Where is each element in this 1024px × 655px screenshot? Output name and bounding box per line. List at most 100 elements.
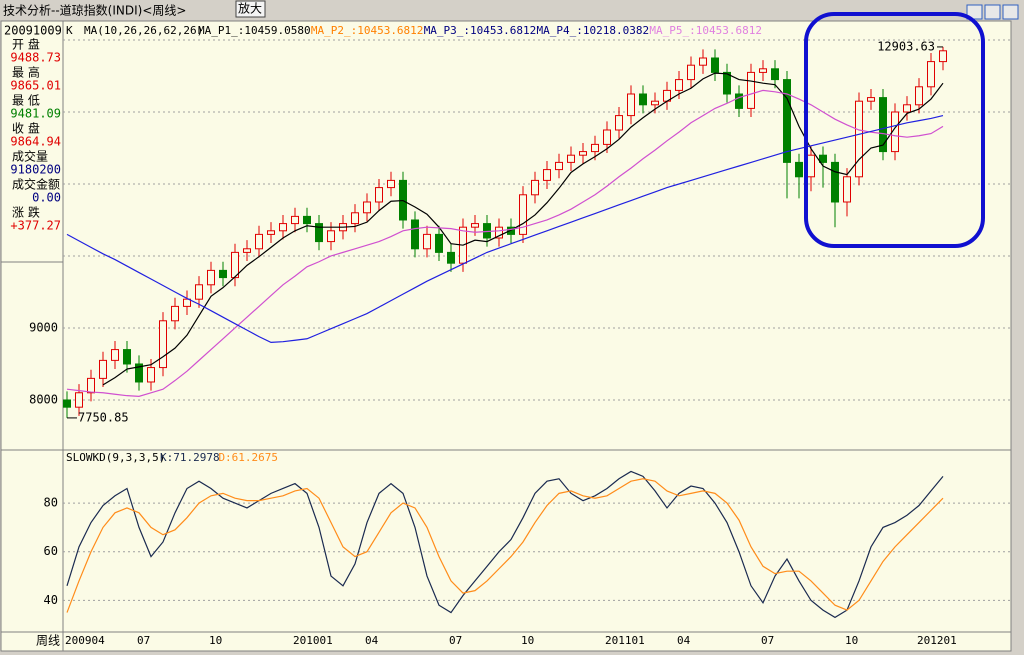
x-tick-label: 04 [677, 634, 691, 647]
period-label: 周线 [36, 634, 60, 648]
zoom-button[interactable] [235, 0, 266, 18]
candle-body [219, 269, 227, 279]
candle-body [387, 179, 395, 189]
x-tick-label: 07 [449, 634, 462, 647]
info-label: 最 低 [12, 94, 40, 108]
candle-body [315, 223, 323, 243]
candle-body [255, 233, 263, 250]
highlight-box [804, 12, 985, 248]
x-tick-label: 04 [365, 634, 379, 647]
candle-body [63, 399, 71, 408]
candle-body [747, 71, 755, 109]
candle-body [567, 154, 575, 163]
indicator-name: MA(10,26,26,62,26) [84, 24, 203, 37]
info-value: 9180200 [10, 163, 61, 177]
candle-body [531, 179, 539, 196]
line-series [102, 72, 944, 386]
candle-body [591, 143, 599, 153]
candle-body [627, 93, 635, 117]
candle-body [675, 79, 683, 91]
candle-body [159, 320, 167, 369]
zoom-button-label[interactable]: 放大 [238, 1, 262, 16]
candle-body [411, 219, 419, 250]
candle-body [651, 100, 659, 106]
legend-entry: MA_P4_:10218.0382 [537, 24, 650, 37]
candle-body [291, 215, 299, 225]
indicator-name: SLOWKD(9,3,3,5) [66, 451, 165, 464]
x-tick-label: 201201 [917, 634, 957, 647]
candle-body [123, 349, 131, 365]
info-label: 开 盘 [12, 37, 40, 52]
y-tick-label: 8000 [29, 392, 58, 406]
candle-body [99, 359, 107, 379]
candle-body [819, 154, 827, 163]
candle-body [195, 284, 203, 300]
y-tick-label: 80 [44, 496, 58, 510]
legend-entry: MA_P1_:10459.0580 [198, 24, 311, 37]
candle-body [831, 161, 839, 203]
candle-body [711, 57, 719, 73]
candle-body [135, 363, 143, 383]
candle-body [579, 151, 587, 156]
icon-restore[interactable] [1002, 4, 1019, 20]
candle-body [699, 57, 707, 66]
chart-area [0, 20, 1012, 652]
info-value: +377.27 [10, 219, 61, 233]
candle-body [75, 392, 83, 408]
x-tick-label: 201001 [293, 634, 333, 647]
candle-body [303, 215, 311, 225]
candle-body [783, 79, 791, 163]
candle-body [267, 230, 275, 235]
candle-body [519, 194, 527, 235]
info-value: 9864.94 [10, 135, 61, 149]
candle-body [759, 68, 767, 73]
candle-body [843, 176, 851, 203]
candle-body [687, 64, 695, 81]
window-icons[interactable] [966, 4, 1019, 20]
candle-body [927, 61, 935, 88]
y-tick-label: 60 [44, 544, 58, 558]
info-label: 成交金额 [12, 177, 60, 192]
candle-body [771, 68, 779, 81]
candle-body [795, 161, 803, 178]
candle-body [447, 251, 455, 264]
legend-entry: D:61.2675 [218, 451, 278, 464]
candle-body [111, 349, 119, 361]
candle-body [939, 50, 947, 63]
candle-body [351, 212, 359, 225]
indicator-prefix: K [66, 24, 73, 37]
info-value: 9488.73 [10, 51, 61, 65]
candle-body [495, 226, 503, 239]
candle-body [903, 104, 911, 113]
line-series [66, 478, 944, 613]
annotation: 7750.85 [78, 410, 129, 424]
icon-forward[interactable] [984, 4, 1001, 20]
candle-body [375, 187, 383, 203]
legend-entry: K:71.2978 [160, 451, 220, 464]
candle-body [171, 305, 179, 322]
info-value: 0.00 [32, 191, 61, 205]
y-tick-label: 9000 [29, 320, 58, 334]
candle-body [423, 233, 431, 250]
x-tick-label: 10 [521, 634, 534, 647]
info-date: 20091009 [4, 24, 62, 38]
legend-entry: MA_P5_:10453.6812 [649, 24, 762, 37]
info-label: 涨 跌 [12, 205, 40, 220]
x-tick-label: 200904 [65, 634, 105, 647]
x-tick-label: 201101 [605, 634, 645, 647]
candle-body [735, 93, 743, 109]
legend-entry: MA_P2_:10453.6812 [311, 24, 424, 37]
info-value: 9865.01 [10, 79, 61, 93]
y-tick-label: 40 [44, 593, 58, 607]
window-title: 技术分析--道琼指数(INDI)<周线> [3, 3, 186, 18]
candle-body [87, 377, 95, 394]
candle-body [183, 298, 191, 307]
candle-body [603, 129, 611, 145]
icon-back[interactable] [966, 4, 983, 20]
x-tick-label: 10 [845, 634, 858, 647]
info-label: 收 盘 [12, 121, 40, 136]
candle-body [435, 233, 443, 253]
line-series [66, 470, 944, 619]
